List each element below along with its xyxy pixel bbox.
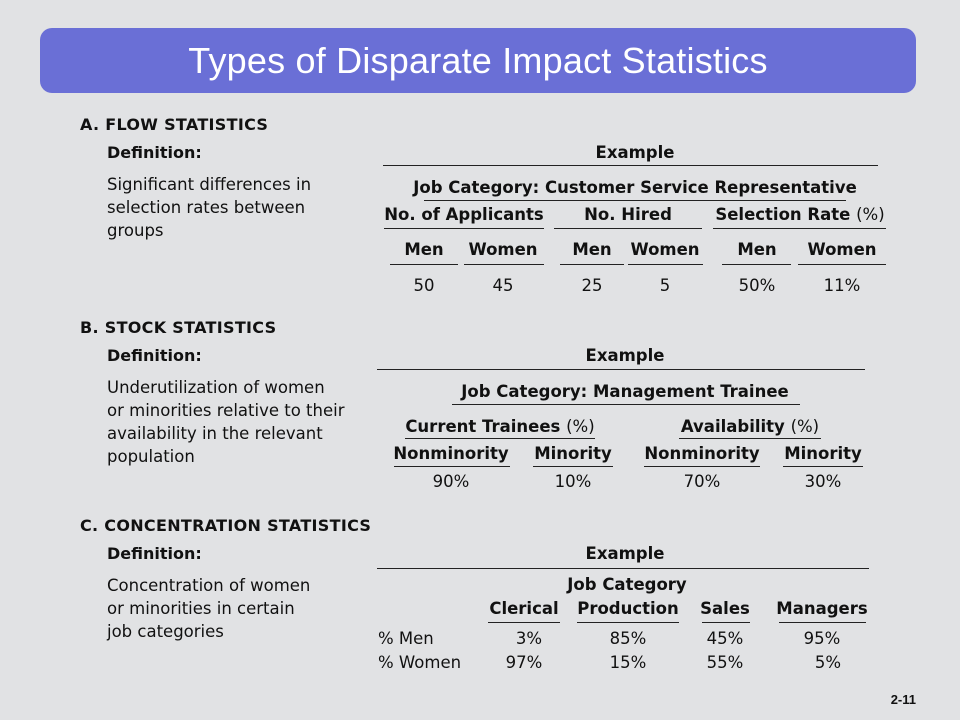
column-header: Minority xyxy=(534,444,612,463)
column-header: Production xyxy=(577,599,679,618)
title-bar: Types of Disparate Impact Statistics xyxy=(40,28,916,93)
table-cell: 45 xyxy=(492,276,514,295)
section-heading: A. FLOW STATISTICS xyxy=(80,115,269,134)
row-label: % Women xyxy=(378,653,462,672)
definition-label: Definition: xyxy=(107,143,202,162)
percent-unit: (%) xyxy=(790,417,820,436)
divider xyxy=(577,622,679,623)
example-label: Example xyxy=(585,346,665,365)
column-header: Nonminority xyxy=(644,444,760,463)
table-cell: 3% xyxy=(515,629,543,648)
group-header: Availability xyxy=(680,417,785,436)
divider xyxy=(390,264,458,265)
example-label: Example xyxy=(595,143,675,162)
definition-line: Concentration of women xyxy=(107,576,311,595)
divider xyxy=(488,622,560,623)
row-label: % Men xyxy=(378,629,434,648)
divider xyxy=(679,438,821,439)
divider xyxy=(533,466,613,467)
section-heading: C. CONCENTRATION STATISTICS xyxy=(80,516,372,535)
divider xyxy=(779,622,866,623)
table-cell: 97% xyxy=(505,653,543,672)
divider xyxy=(644,466,760,467)
table-cell: 25 xyxy=(581,276,603,295)
definition-line: job categories xyxy=(107,622,224,641)
table-cell: 50 xyxy=(413,276,435,295)
column-header: Women xyxy=(630,240,700,259)
column-header: Sales xyxy=(700,599,750,618)
percent-unit: (%) xyxy=(856,205,885,224)
divider xyxy=(383,165,878,166)
group-header: Selection Rate xyxy=(715,205,851,224)
column-header: Minority xyxy=(784,444,862,463)
column-header: Women xyxy=(468,240,538,259)
definition-line: or minorities in certain xyxy=(107,599,295,618)
column-header: Men xyxy=(737,240,777,259)
divider xyxy=(554,228,702,229)
definition-text: Underutilization of women or minorities … xyxy=(107,376,367,468)
group-header: No. Hired xyxy=(584,205,672,224)
job-category: Job Category: Management Trainee xyxy=(461,382,789,401)
definition-line: selection rates between xyxy=(107,198,306,217)
section-heading: B. STOCK STATISTICS xyxy=(80,318,277,337)
definition-label: Definition: xyxy=(107,346,202,365)
table-cell: 95% xyxy=(803,629,841,648)
divider xyxy=(702,622,750,623)
definition-text: Significant differences in selection rat… xyxy=(107,173,367,242)
definition-text: Concentration of women or minorities in … xyxy=(107,574,367,643)
definition-line: availability in the relevant xyxy=(107,424,323,443)
column-header: Nonminority xyxy=(393,444,509,463)
table-cell: 5 xyxy=(659,276,671,295)
column-header: Managers xyxy=(776,599,868,618)
divider xyxy=(783,466,863,467)
column-header: Women xyxy=(807,240,877,259)
divider xyxy=(464,264,544,265)
group-header-with-unit: Current Trainees (%) xyxy=(405,417,594,436)
definition-label: Definition: xyxy=(107,544,202,563)
divider xyxy=(560,264,624,265)
table-cell: 30% xyxy=(804,472,842,491)
divider xyxy=(424,200,846,201)
table-cell: 11% xyxy=(823,276,861,295)
definition-line: or minorities relative to their xyxy=(107,401,345,420)
table-cell: 50% xyxy=(738,276,776,295)
job-category: Job Category xyxy=(567,575,687,594)
table-cell: 5% xyxy=(814,653,842,672)
table-cell: 15% xyxy=(609,653,647,672)
divider xyxy=(377,369,865,370)
job-category: Job Category: Customer Service Represent… xyxy=(413,178,857,197)
group-header-with-unit: Availability (%) xyxy=(681,417,819,436)
group-header: Current Trainees xyxy=(405,417,561,436)
table-cell: 85% xyxy=(609,629,647,648)
slide-title: Types of Disparate Impact Statistics xyxy=(188,39,768,81)
group-header: No. of Applicants xyxy=(384,205,544,224)
percent-unit: (%) xyxy=(566,417,595,436)
divider xyxy=(713,228,886,229)
divider xyxy=(377,568,869,569)
table-cell: 70% xyxy=(683,472,721,491)
column-header: Men xyxy=(404,240,444,259)
divider xyxy=(405,438,595,439)
divider xyxy=(452,404,800,405)
page-number: 2-11 xyxy=(890,692,916,707)
table-cell: 45% xyxy=(706,629,744,648)
divider xyxy=(384,228,544,229)
group-header-with-unit: Selection Rate (%) xyxy=(715,205,884,224)
column-header: Clerical xyxy=(489,599,559,618)
table-cell: 55% xyxy=(706,653,744,672)
table-cell: 90% xyxy=(432,472,470,491)
divider xyxy=(394,466,510,467)
definition-line: population xyxy=(107,447,195,466)
definition-line: Significant differences in xyxy=(107,175,312,194)
divider xyxy=(628,264,703,265)
definition-line: groups xyxy=(107,221,164,240)
table-cell: 10% xyxy=(554,472,592,491)
column-header: Men xyxy=(572,240,612,259)
divider xyxy=(798,264,886,265)
divider xyxy=(722,264,791,265)
example-label: Example xyxy=(585,544,665,563)
definition-line: Underutilization of women xyxy=(107,378,325,397)
